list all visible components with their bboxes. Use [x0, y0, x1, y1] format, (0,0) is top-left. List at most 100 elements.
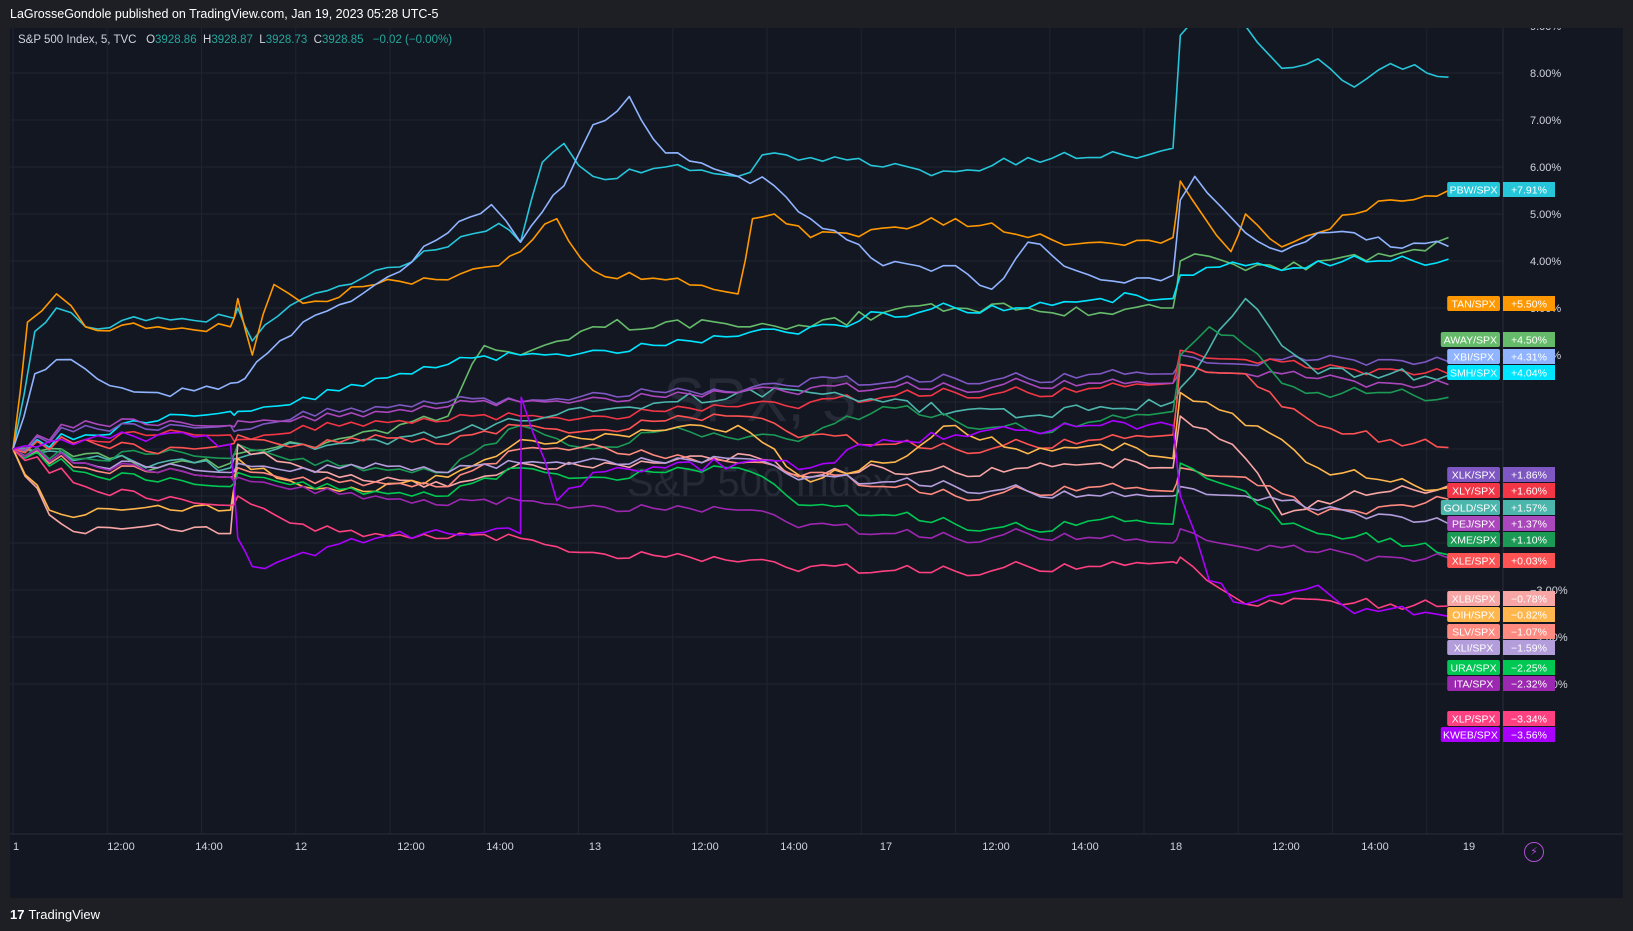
x-tick-label: 18	[1170, 841, 1182, 853]
x-tick-label: 12	[295, 841, 307, 853]
low-label: L	[259, 34, 266, 46]
badge-name-bg	[1440, 727, 1500, 742]
badge-value-bg	[1503, 553, 1555, 568]
time-axis[interactable]: 1 12:00 14:00 12 12:00 14:00 13 12:00 14:00 17 12:…	[13, 841, 1475, 853]
x-tick-label: 14:00	[486, 841, 514, 853]
grid-layer	[10, 28, 1503, 834]
badge-tan-spx: TAN/SPX +5.50%	[1447, 296, 1555, 311]
lightning-icon[interactable]: ⚡	[1524, 842, 1544, 862]
published-line: LaGrosseGondole published on TradingView…	[10, 7, 439, 21]
x-tick-label: 1	[13, 841, 19, 853]
series-line-xlb-spx	[12, 415, 1449, 535]
y-tick-label: 6.00%	[1530, 162, 1561, 174]
badge-name: SMH/SPX	[1450, 368, 1497, 380]
series-line-xbi-spx	[12, 95, 1449, 450]
badge-value-bg	[1503, 591, 1555, 606]
badge-value: −2.32%	[1511, 679, 1547, 691]
series-layer	[12, 28, 1449, 618]
badge-name: URA/SPX	[1451, 663, 1497, 675]
series-line-slv-spx	[12, 443, 1449, 516]
symbol-label: S&P 500 Index, 5, TVC	[18, 34, 137, 46]
badge-name: XLB/SPX	[1452, 594, 1496, 606]
series-value-badges: PBW/SPX +7.91% TAN/SPX +5.50% AWAY/SPX +4.50%…	[1440, 182, 1555, 742]
top-bar: LaGrosseGondole published on TradingView…	[0, 0, 1633, 28]
badge-name-bg	[1447, 532, 1500, 547]
badge-name: XLK/SPX	[1452, 470, 1496, 482]
x-tick-label: 12:00	[1272, 841, 1300, 853]
badge-value-bg	[1503, 711, 1555, 726]
badge-name-bg	[1447, 467, 1500, 482]
tradingview-logo-icon[interactable]: 17 TradingView	[10, 907, 100, 922]
tradingview-mark: 17	[10, 907, 25, 922]
series-line-pbw-spx	[12, 28, 1449, 450]
y-tick-label: 9.00%	[1530, 28, 1561, 33]
badge-gold-spx: GOLD/SPX +1.57%	[1440, 500, 1555, 515]
badge-value: +1.60%	[1511, 486, 1547, 498]
badge-value-bg	[1503, 483, 1555, 498]
badge-value: +1.86%	[1511, 470, 1547, 482]
badge-value-bg	[1503, 500, 1555, 515]
badge-name-bg	[1447, 640, 1500, 655]
series-line-oih-spx	[12, 391, 1449, 519]
x-tick-label: 14:00	[780, 841, 808, 853]
chart-panel[interactable]: SPX, 5 S&P 500 Index 11.00%10.00%9.00%8.…	[10, 28, 1623, 898]
badge-value: −3.56%	[1511, 730, 1547, 742]
close-value: 3928.85	[321, 34, 364, 46]
badge-away-spx: AWAY/SPX +4.50%	[1440, 332, 1555, 347]
x-tick-label: 14:00	[1361, 841, 1389, 853]
series-line-tan-spx	[12, 180, 1449, 450]
y-tick-label: 8.00%	[1530, 68, 1561, 80]
badge-name-bg	[1447, 365, 1500, 380]
series-line-smh-spx	[12, 255, 1449, 453]
series-line-away-spx	[12, 236, 1449, 472]
footer: 17 TradingView	[0, 898, 1633, 931]
badge-value-bg	[1503, 532, 1555, 547]
badge-oih-spx: OIH/SPX −0.82%	[1447, 607, 1555, 622]
badge-name: GOLD/SPX	[1444, 503, 1498, 515]
badge-name: SLV/SPX	[1452, 627, 1495, 639]
chart-svg[interactable]: SPX, 5 S&P 500 Index 11.00%10.00%9.00%8.…	[10, 28, 1623, 898]
open-label: O	[146, 34, 156, 46]
x-tick-label: 13	[589, 841, 601, 853]
badge-kweb-spx: KWEB/SPX −3.56%	[1440, 727, 1555, 742]
badge-name: OIH/SPX	[1452, 610, 1495, 622]
badge-name: PEJ/SPX	[1452, 519, 1495, 531]
x-tick-label: 12:00	[397, 841, 425, 853]
badge-name: XLP/SPX	[1452, 714, 1496, 726]
badge-name-bg	[1447, 553, 1500, 568]
badge-value-bg	[1503, 624, 1555, 639]
ohlc-legend[interactable]: S&P 500 Index, 5, TVC O3928.86 H3928.87 …	[18, 34, 452, 46]
badge-value-bg	[1503, 332, 1555, 347]
badge-value: +1.57%	[1511, 503, 1547, 515]
badge-pbw-spx: PBW/SPX +7.91%	[1447, 182, 1555, 197]
badge-name: PBW/SPX	[1450, 185, 1498, 197]
badge-value: −1.07%	[1511, 627, 1547, 639]
badge-xly-spx: XLY/SPX +1.60%	[1447, 483, 1555, 498]
badge-name: XLI/SPX	[1454, 643, 1494, 655]
badge-value-bg	[1503, 349, 1555, 364]
high-value: 3928.87	[211, 34, 253, 46]
badge-name-bg	[1447, 660, 1500, 675]
open-value: 3928.86	[155, 34, 197, 46]
badge-name: XLY/SPX	[1452, 486, 1495, 498]
badge-name: KWEB/SPX	[1443, 730, 1498, 742]
badge-pej-spx: PEJ/SPX +1.37%	[1447, 516, 1555, 531]
badge-name: AWAY/SPX	[1444, 335, 1497, 347]
badge-value: −1.59%	[1511, 643, 1547, 655]
badge-name-bg	[1447, 182, 1500, 197]
badge-xle-spx: XLE/SPX +0.03%	[1447, 553, 1555, 568]
badge-name: ITA/SPX	[1454, 679, 1493, 691]
badge-value: +0.03%	[1511, 556, 1547, 568]
badge-value: +5.50%	[1511, 299, 1547, 311]
series-line-xlp-spx	[12, 448, 1449, 610]
badge-value-bg	[1503, 676, 1555, 691]
badge-value: +4.04%	[1511, 368, 1547, 380]
series-line-ita-spx	[12, 448, 1449, 563]
badge-value-bg	[1503, 607, 1555, 622]
x-tick-label: 12:00	[691, 841, 719, 853]
badge-ita-spx: ITA/SPX −2.32%	[1447, 676, 1555, 691]
badge-name-bg	[1447, 483, 1500, 498]
low-value: 3928.73	[265, 34, 308, 46]
badge-name: XME/SPX	[1450, 535, 1497, 547]
badge-value: −0.78%	[1511, 594, 1547, 606]
